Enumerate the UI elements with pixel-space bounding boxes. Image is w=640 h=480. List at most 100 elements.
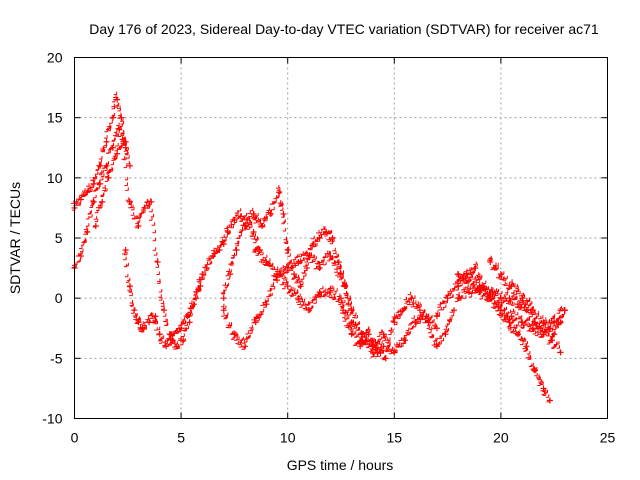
data-point: [284, 247, 291, 254]
data-point: [186, 319, 193, 326]
data-point: [267, 210, 274, 217]
data-point: [433, 343, 440, 350]
data-point: [263, 259, 270, 266]
data-point: [391, 319, 398, 326]
data-point: [90, 198, 97, 205]
data-point: [103, 162, 110, 169]
data-point: [173, 343, 180, 350]
data-point: [519, 319, 526, 326]
plot-frame: [74, 57, 608, 419]
data-point: [203, 265, 210, 272]
data-point: [310, 241, 317, 248]
data-point: [365, 331, 372, 338]
y-tick-label: -5: [50, 350, 63, 366]
data-point: [250, 210, 257, 217]
data-point: [148, 198, 155, 205]
data-point: [120, 138, 127, 145]
data-point: [109, 144, 116, 151]
x-tick-label: 15: [387, 430, 403, 446]
data-point: [316, 265, 323, 272]
series-track-4: [92, 137, 206, 350]
x-tick-label: 0: [71, 430, 79, 446]
y-tick-label: 15: [47, 110, 63, 126]
data-point: [497, 307, 504, 314]
data-point: [291, 271, 298, 278]
data-point: [227, 271, 234, 278]
data-point: [329, 235, 336, 241]
data-point: [508, 313, 515, 320]
data-point: [220, 307, 227, 314]
data-point: [231, 216, 238, 223]
series-track-8: [339, 291, 457, 362]
data-point: [455, 271, 462, 278]
x-tick-label: 20: [493, 430, 509, 446]
data-point: [116, 126, 123, 133]
data-point: [114, 96, 121, 103]
data-point: [131, 307, 138, 314]
y-tick-label: 10: [47, 170, 63, 186]
data-point: [126, 162, 133, 169]
data-point: [169, 337, 176, 344]
data-point: [167, 331, 174, 338]
data-point: [216, 247, 223, 254]
data-point: [472, 265, 479, 272]
data-point: [84, 189, 91, 196]
data-point: [284, 265, 291, 272]
data-point: [77, 196, 84, 203]
data-point: [433, 325, 440, 332]
y-axis-label: SDTVAR / TECUs: [7, 182, 23, 294]
data-point: [380, 331, 387, 338]
data-point: [540, 331, 547, 338]
data-point: [487, 295, 494, 302]
data-point: [114, 150, 121, 157]
data-point: [210, 253, 217, 260]
data-point: [135, 222, 142, 229]
data-point: [77, 253, 84, 260]
series-markers: [487, 255, 565, 339]
data-point: [508, 283, 515, 290]
data-point: [118, 114, 125, 121]
data-point: [146, 319, 153, 326]
data-point: [105, 174, 112, 181]
series-track-5: [220, 185, 355, 314]
data-point: [551, 319, 558, 326]
data-point: [250, 228, 257, 235]
y-tick-label: 0: [55, 290, 63, 306]
ticks: 0 5 10 15 20 25 -10 -5 0 5 10 15 20: [42, 50, 615, 446]
data-point: [109, 114, 116, 121]
data-point: [237, 213, 244, 220]
data-point: [303, 265, 310, 272]
data-point: [357, 343, 364, 350]
series-track-11: [487, 255, 568, 339]
series-track-12: [454, 284, 568, 338]
data-point: [348, 307, 355, 314]
data-point: [274, 271, 281, 278]
data-point: [259, 222, 266, 229]
data-point: [338, 271, 344, 278]
data-point: [193, 295, 200, 302]
data-point: [476, 289, 483, 296]
data-point: [455, 283, 462, 290]
data-point: [487, 259, 494, 266]
data-point: [280, 210, 287, 217]
data-point: [252, 247, 259, 254]
data-point: [374, 349, 381, 356]
data-point: [506, 295, 513, 302]
series-track-1: [70, 91, 129, 211]
data-point: [323, 228, 330, 235]
data-point: [126, 198, 133, 205]
data-point: [231, 331, 238, 338]
x-tick-label: 5: [177, 430, 185, 446]
data-point: [295, 259, 302, 266]
y-tick-label: 5: [55, 230, 63, 246]
data-point: [497, 295, 504, 302]
data-point: [316, 235, 323, 241]
data-point: [519, 295, 526, 302]
data-point: [225, 228, 232, 235]
data-point: [497, 271, 504, 278]
data-point: [391, 349, 398, 356]
data-point: [263, 301, 270, 308]
data-point: [348, 319, 355, 326]
data-point: [433, 313, 440, 320]
